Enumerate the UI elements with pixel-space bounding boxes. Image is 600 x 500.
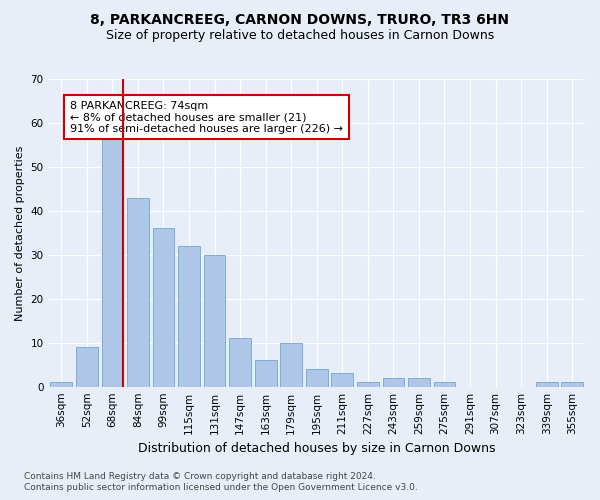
Bar: [255, 360, 277, 386]
Text: 8 PARKANCREEG: 74sqm
← 8% of detached houses are smaller (21)
91% of semi-detach: 8 PARKANCREEG: 74sqm ← 8% of detached ho…: [70, 100, 343, 134]
Bar: [229, 338, 251, 386]
Bar: [434, 382, 455, 386]
Text: Contains public sector information licensed under the Open Government Licence v3: Contains public sector information licen…: [24, 484, 418, 492]
Bar: [306, 369, 328, 386]
Bar: [152, 228, 175, 386]
Bar: [383, 378, 404, 386]
Bar: [101, 136, 123, 386]
Bar: [76, 347, 98, 387]
Text: Contains HM Land Registry data © Crown copyright and database right 2024.: Contains HM Land Registry data © Crown c…: [24, 472, 376, 481]
Bar: [280, 342, 302, 386]
Bar: [178, 246, 200, 386]
Y-axis label: Number of detached properties: Number of detached properties: [15, 145, 25, 320]
X-axis label: Distribution of detached houses by size in Carnon Downs: Distribution of detached houses by size …: [138, 442, 496, 455]
Bar: [50, 382, 72, 386]
Bar: [357, 382, 379, 386]
Text: Size of property relative to detached houses in Carnon Downs: Size of property relative to detached ho…: [106, 29, 494, 42]
Bar: [331, 374, 353, 386]
Bar: [408, 378, 430, 386]
Bar: [562, 382, 583, 386]
Text: 8, PARKANCREEG, CARNON DOWNS, TRURO, TR3 6HN: 8, PARKANCREEG, CARNON DOWNS, TRURO, TR3…: [91, 12, 509, 26]
Bar: [127, 198, 149, 386]
Bar: [536, 382, 557, 386]
Bar: [204, 255, 226, 386]
